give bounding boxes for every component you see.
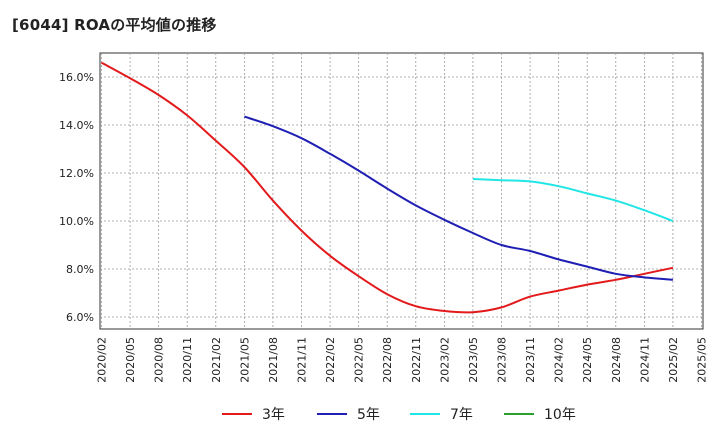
x-tick-label: 2024/02 [553, 337, 566, 383]
x-tick-label: 2022/08 [381, 337, 394, 383]
plot-area [99, 52, 704, 330]
legend-item-4: 10年 [504, 402, 576, 426]
x-tick-label: 2025/02 [667, 337, 680, 383]
y-tick-label: 12.0% [59, 167, 94, 180]
legend-swatch [410, 413, 440, 415]
x-tick-label: 2022/11 [410, 337, 423, 383]
x-tick-label: 2021/08 [267, 337, 280, 383]
legend-label: 7年 [450, 407, 473, 423]
x-tick-label: 2023/11 [524, 337, 537, 383]
legend-item-3: 7年 [410, 402, 473, 426]
legend-swatch [504, 413, 534, 415]
x-tick-label: 2023/08 [496, 337, 509, 383]
legend-label: 3年 [262, 407, 285, 423]
series-line-3 [472, 178, 674, 222]
y-tick-label: 10.0% [59, 215, 94, 228]
x-tick-label: 2021/05 [238, 337, 251, 383]
y-axis-tick-labels: 6.0% 8.0% 10.0% 12.0% 14.0% 16.0% [59, 71, 94, 324]
legend-item-1: 3年 [222, 402, 285, 426]
y-tick-label: 14.0% [59, 119, 94, 132]
x-tick-label: 2024/11 [638, 337, 651, 383]
x-tick-label: 2020/08 [153, 337, 166, 383]
x-tick-label: 2024/08 [610, 337, 623, 383]
x-tick-label: 2022/05 [353, 337, 366, 383]
x-axis-tick-labels: 2020/02 2020/05 2020/08 2020/11 2021/02 2021/… [96, 337, 709, 383]
x-tick-label: 2025/05 [696, 337, 709, 383]
x-tick-label: 2022/02 [324, 337, 337, 383]
legend-label: 5年 [357, 407, 380, 423]
x-tick-label: 2021/11 [296, 337, 309, 383]
legend-item-2: 5年 [317, 402, 380, 426]
legend-swatch [317, 413, 347, 415]
x-tick-label: 2023/05 [467, 337, 480, 383]
chart-title: [6044] ROAの平均値の推移 [12, 16, 217, 34]
series-line-1 [101, 61, 674, 314]
x-tick-label: 2020/11 [181, 337, 194, 383]
series-line-2 [244, 115, 674, 281]
x-tick-label: 2021/02 [210, 337, 223, 383]
x-tick-label: 2024/05 [581, 337, 594, 383]
x-tick-label: 2020/02 [96, 337, 109, 383]
series-lines [101, 61, 674, 314]
x-tick-label: 2023/02 [438, 337, 451, 383]
y-tick-label: 16.0% [59, 71, 94, 84]
y-tick-label: 6.0% [66, 311, 94, 324]
legend-swatch [222, 413, 252, 415]
y-tick-label: 8.0% [66, 263, 94, 276]
grid-lines [100, 53, 703, 329]
legend-label: 10年 [544, 407, 576, 423]
legend: 3年 5年 7年 10年 [0, 402, 720, 426]
x-tick-label: 2020/05 [124, 337, 137, 383]
